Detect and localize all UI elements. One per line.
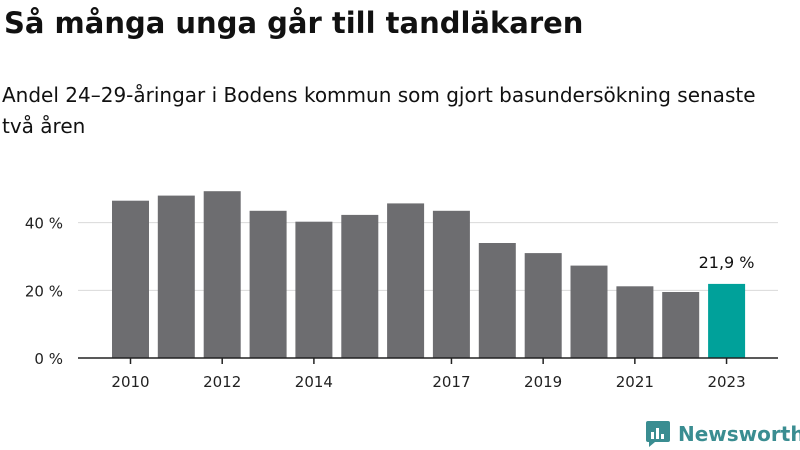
y-tick-label: 0 % — [34, 350, 63, 368]
axes — [78, 357, 778, 364]
bar-2015 — [341, 214, 379, 358]
x-tick-label: 2023 — [707, 373, 745, 391]
brand-logo: Newsworthy — [645, 419, 800, 449]
chart-subtitle: Andel 24–29-åringar i Bodens kommun som … — [2, 83, 756, 138]
bar-2020 — [570, 265, 608, 358]
chart-title: Så många unga går till tandläkaren — [4, 6, 584, 40]
bar-2014 — [295, 221, 333, 358]
bar-2011 — [157, 195, 195, 358]
bar-2019 — [524, 253, 562, 358]
x-tick-label: 2012 — [203, 373, 241, 391]
x-tick-label: 2021 — [616, 373, 654, 391]
bar-2023 — [708, 283, 746, 358]
bar-2017 — [432, 210, 470, 358]
y-tick-label: 40 % — [25, 215, 63, 233]
x-tick-label: 2019 — [524, 373, 562, 391]
labels: 0 % 20 % 40 % 2010 2012 2014 2017 2019 2021 2023 2… — [25, 215, 755, 391]
bar-2022 — [662, 292, 700, 358]
bars — [112, 191, 746, 358]
bar-2016 — [387, 203, 425, 358]
y-tick-label: 20 % — [25, 282, 63, 300]
x-tick-label: 2010 — [111, 373, 149, 391]
bar-2010 — [112, 200, 149, 358]
newsworthy-logo-icon — [646, 421, 670, 447]
bar-2021 — [616, 286, 654, 358]
bar-2018 — [478, 243, 516, 358]
x-tick-label: 2017 — [432, 373, 470, 391]
bar-2013 — [249, 210, 287, 358]
bar-2012 — [203, 191, 241, 358]
data-label: 21,9 % — [699, 253, 755, 272]
x-tick-label: 2014 — [295, 373, 333, 391]
brand-name: Newsworthy — [678, 422, 800, 446]
